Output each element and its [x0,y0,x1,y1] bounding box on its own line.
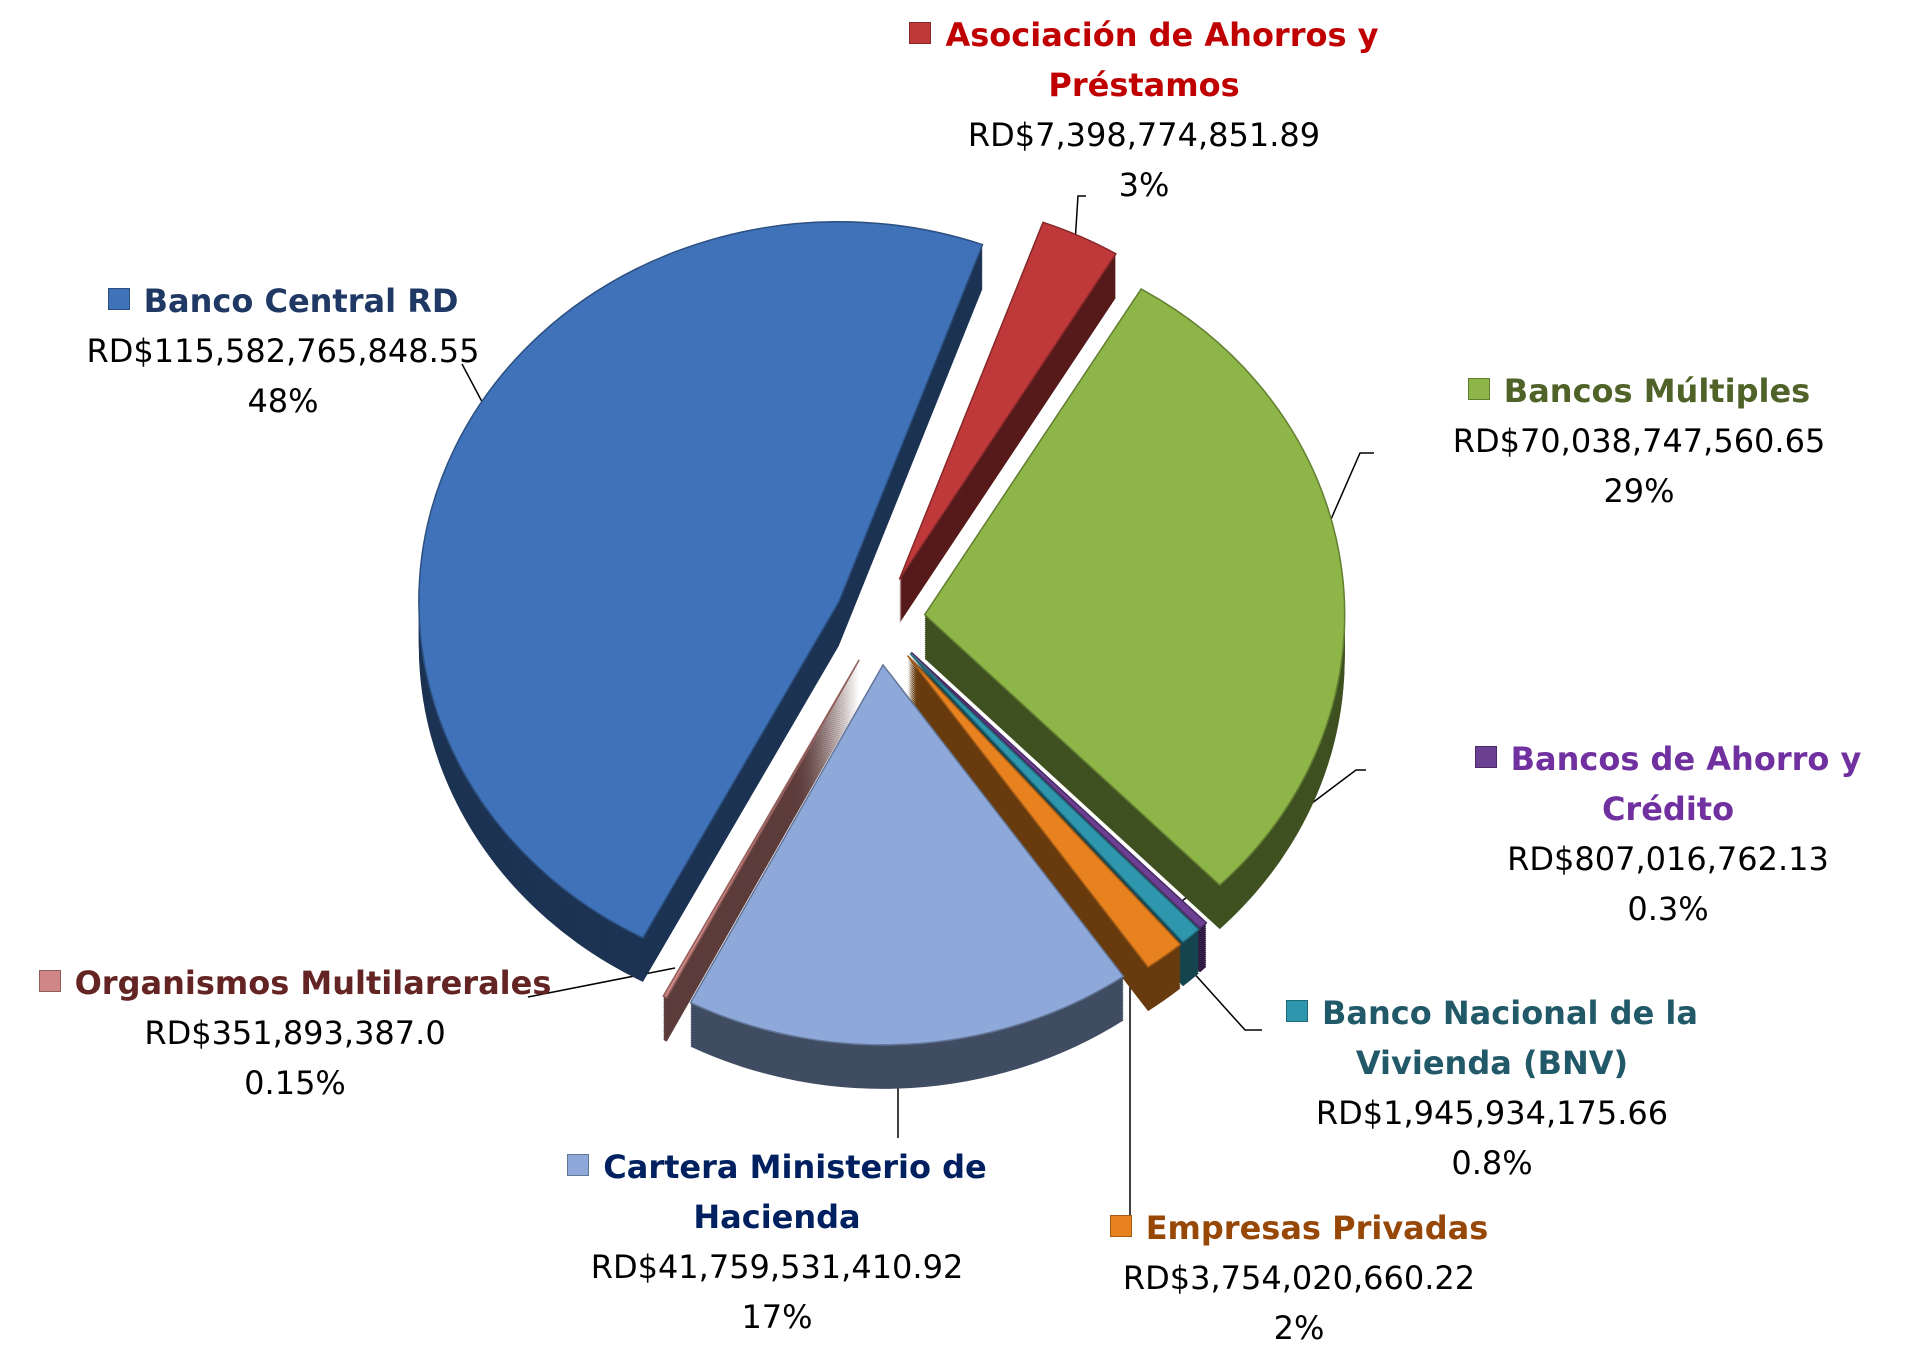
slice [898,221,1117,580]
slice [418,221,984,939]
percent-label: 0.3% [1627,890,1709,928]
percent-label: 0.15% [244,1064,346,1102]
percent-label: 3% [1118,166,1170,204]
value-label: RD$115,582,765,848.55 [86,332,480,370]
label-name-line: Bancos Múltiples [1409,366,1869,416]
legend-marker [1474,746,1497,768]
value-label: RD$41,759,531,410.92 [590,1248,964,1286]
label-name-line: Organismos Multilarerales [25,958,565,1008]
legend-marker [567,1154,590,1176]
legend-marker [107,288,130,310]
value-label: RD$807,016,762.13 [1507,840,1829,878]
data-label: Bancos de Ahorro y Crédito RD$807,016,762… [1418,734,1918,934]
legend-marker [909,22,932,44]
percent-label: 48% [247,382,319,420]
legend-marker [1467,378,1490,400]
legend-label: Cartera Ministerio de Hacienda [603,1148,987,1236]
percent-label: 29% [1603,472,1675,510]
data-label: Organismos Multilarerales RD$351,893,387.… [25,958,565,1108]
slice [662,659,860,999]
label-name-line: Banco Nacional de la Vivienda (BNV) [1282,988,1702,1088]
legend-label: Asociación de Ahorros y Préstamos [945,16,1379,104]
data-label: Asociación de Ahorros y Préstamos RD$7,39… [909,10,1379,210]
label-name-line: Asociación de Ahorros y Préstamos [909,10,1379,110]
legend-marker [1109,1215,1132,1237]
percent-label: 0.8% [1451,1144,1533,1182]
slice [906,655,1182,969]
value-label: RD$70,038,747,560.65 [1452,422,1826,460]
slice [923,288,1346,887]
legend-marker [38,970,61,992]
pie-tops [418,221,1346,1046]
value-label: RD$7,398,774,851.89 [967,116,1321,154]
percent-label: 2% [1273,1309,1325,1347]
legend-label: Bancos Múltiples [1503,372,1811,410]
label-name-line: Cartera Ministerio de Hacienda [562,1142,992,1242]
label-name-line: Bancos de Ahorro y Crédito [1418,734,1918,834]
label-name-line: Empresas Privadas [1069,1203,1529,1253]
legend-label: Banco Nacional de la Vivienda (BNV) [1322,994,1698,1082]
data-label: Empresas Privadas RD$3,754,020,660.22 2% [1069,1203,1529,1353]
slice [689,663,1125,1046]
legend-marker [1286,1000,1309,1022]
value-label: RD$1,945,934,175.66 [1315,1094,1669,1132]
slice [910,651,1208,930]
data-label: Cartera Ministerio de Hacienda RD$41,759,… [562,1142,992,1342]
legend-label: Bancos de Ahorro y Crédito [1510,740,1862,828]
slice [909,652,1200,944]
legend-label: Banco Central RD [143,282,459,320]
percent-label: 17% [741,1298,813,1336]
data-label: Bancos Múltiples RD$70,038,747,560.65 29% [1409,366,1869,516]
leader-line [527,967,676,998]
label-name-line: Banco Central RD [48,276,518,326]
value-label: RD$3,754,020,660.22 [1122,1259,1476,1297]
data-label: Banco Nacional de la Vivienda (BNV) RD$1,… [1282,988,1702,1188]
value-label: RD$351,893,387.0 [144,1014,446,1052]
data-label: Banco Central RD RD$115,582,765,848.55 48% [48,276,518,426]
legend-label: Empresas Privadas [1145,1209,1489,1247]
legend-label: Organismos Multilarerales [74,964,552,1002]
